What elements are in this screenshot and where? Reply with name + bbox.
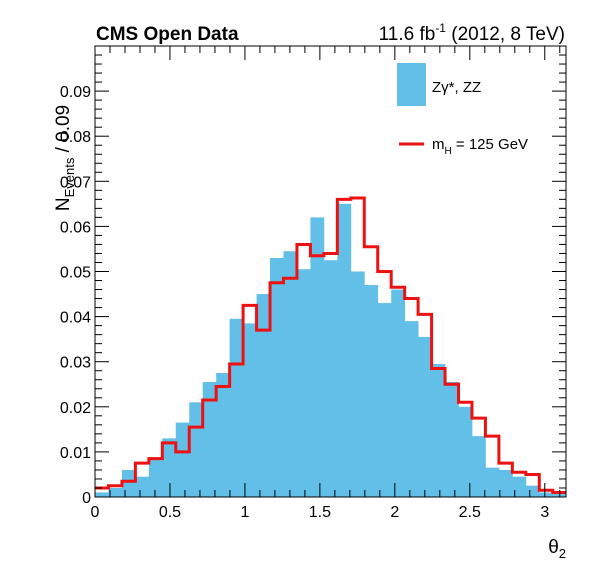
lumi-superscript: -1 [435, 21, 446, 35]
background-bar [525, 485, 540, 497]
background-bar [431, 363, 446, 497]
y-tick-label: 0.03 [60, 355, 91, 372]
background-bar [498, 469, 513, 497]
lumi-base: 11.6 fb [379, 24, 436, 45]
legend-signal-rest: = 125 GeV [452, 136, 528, 153]
y-axis-label-base: N [53, 197, 74, 211]
x-axis-label-base: θ [548, 537, 559, 558]
legend-label-background: Zγ*, ZZ [432, 79, 481, 96]
background-bar [364, 285, 379, 497]
legend-label-signal: mH = 125 GeV [432, 136, 528, 157]
background-bar [310, 217, 325, 497]
x-tick-label: 0 [91, 504, 100, 521]
background-bar [296, 269, 311, 497]
background-bar [243, 323, 257, 497]
signal-step-path [95, 196, 566, 494]
x-axis-ticks: 0 0.5 1 1.5 2 2.5 3 [91, 46, 561, 521]
x-tick-label: 3 [540, 504, 549, 521]
background-bar [121, 469, 136, 497]
legend-signal-subscript: H [445, 146, 452, 157]
legend-swatch-background [397, 63, 426, 106]
x-axis-label: θ2 [548, 537, 566, 561]
background-bars [95, 203, 567, 497]
background-bar [283, 251, 298, 497]
background-bar [512, 476, 527, 497]
background-bar [323, 260, 338, 497]
x-tick-label: 2 [390, 504, 399, 521]
background-bar [391, 289, 406, 497]
background-bar [202, 381, 217, 497]
background-bar [256, 294, 271, 497]
background-bar [189, 402, 204, 497]
y-tick-label: 0.05 [60, 265, 91, 282]
x-axis-label-subscript: 2 [559, 546, 566, 561]
y-tick-label: 0.09 [60, 84, 91, 101]
legend-signal-base: m [432, 136, 445, 153]
background-bar [229, 318, 244, 497]
x-tick-label: 1.5 [309, 504, 331, 521]
y-tick-label: 0.06 [60, 219, 91, 236]
signal-step-line [95, 196, 566, 494]
background-bar [539, 492, 554, 497]
background-bar [216, 372, 231, 497]
x-tick-label: 0.5 [159, 504, 181, 521]
background-bar [175, 422, 190, 497]
y-axis-label: NEvents / 0.09 [53, 105, 77, 211]
legend: Zγ*, ZZ mH = 125 GeV [397, 63, 528, 157]
background-bar [445, 381, 459, 497]
background-bar [135, 476, 150, 497]
lumi-rest: (2012, 8 TeV) [446, 24, 565, 45]
background-bar [95, 492, 109, 497]
y-axis-ticks: 0 0.01 0.02 0.03 0.04 0.05 0.06 0.07 0.08 0.09 [60, 45, 566, 507]
background-bar [485, 467, 500, 497]
y-axis-label-rest: / 0.09 [53, 105, 74, 158]
chart-title: CMS Open Data [96, 24, 239, 45]
x-tick-label: 1 [240, 504, 249, 521]
background-bar [458, 406, 473, 497]
background-bar [148, 458, 163, 497]
y-tick-label: 0.04 [60, 310, 91, 327]
y-tick-label: 0.02 [60, 400, 91, 417]
luminosity-label: 11.6 fb-1 (2012, 8 TeV) [379, 21, 565, 45]
background-bar [270, 257, 284, 497]
background-bar [108, 487, 123, 497]
background-bar [471, 436, 486, 497]
y-tick-label: 0.01 [60, 445, 91, 462]
y-axis-label-subscript: Events [62, 157, 77, 197]
background-bar [350, 271, 365, 497]
y-tick-label: 0.08 [60, 129, 91, 146]
background-bar [162, 438, 177, 497]
y-tick-label: 0 [82, 490, 91, 507]
background-bar [377, 303, 392, 497]
background-bar [404, 321, 419, 497]
y-tick-label: 0.07 [60, 174, 91, 191]
background-bar [418, 336, 432, 497]
x-tick-label: 2.5 [459, 504, 481, 521]
background-bar [337, 203, 352, 497]
